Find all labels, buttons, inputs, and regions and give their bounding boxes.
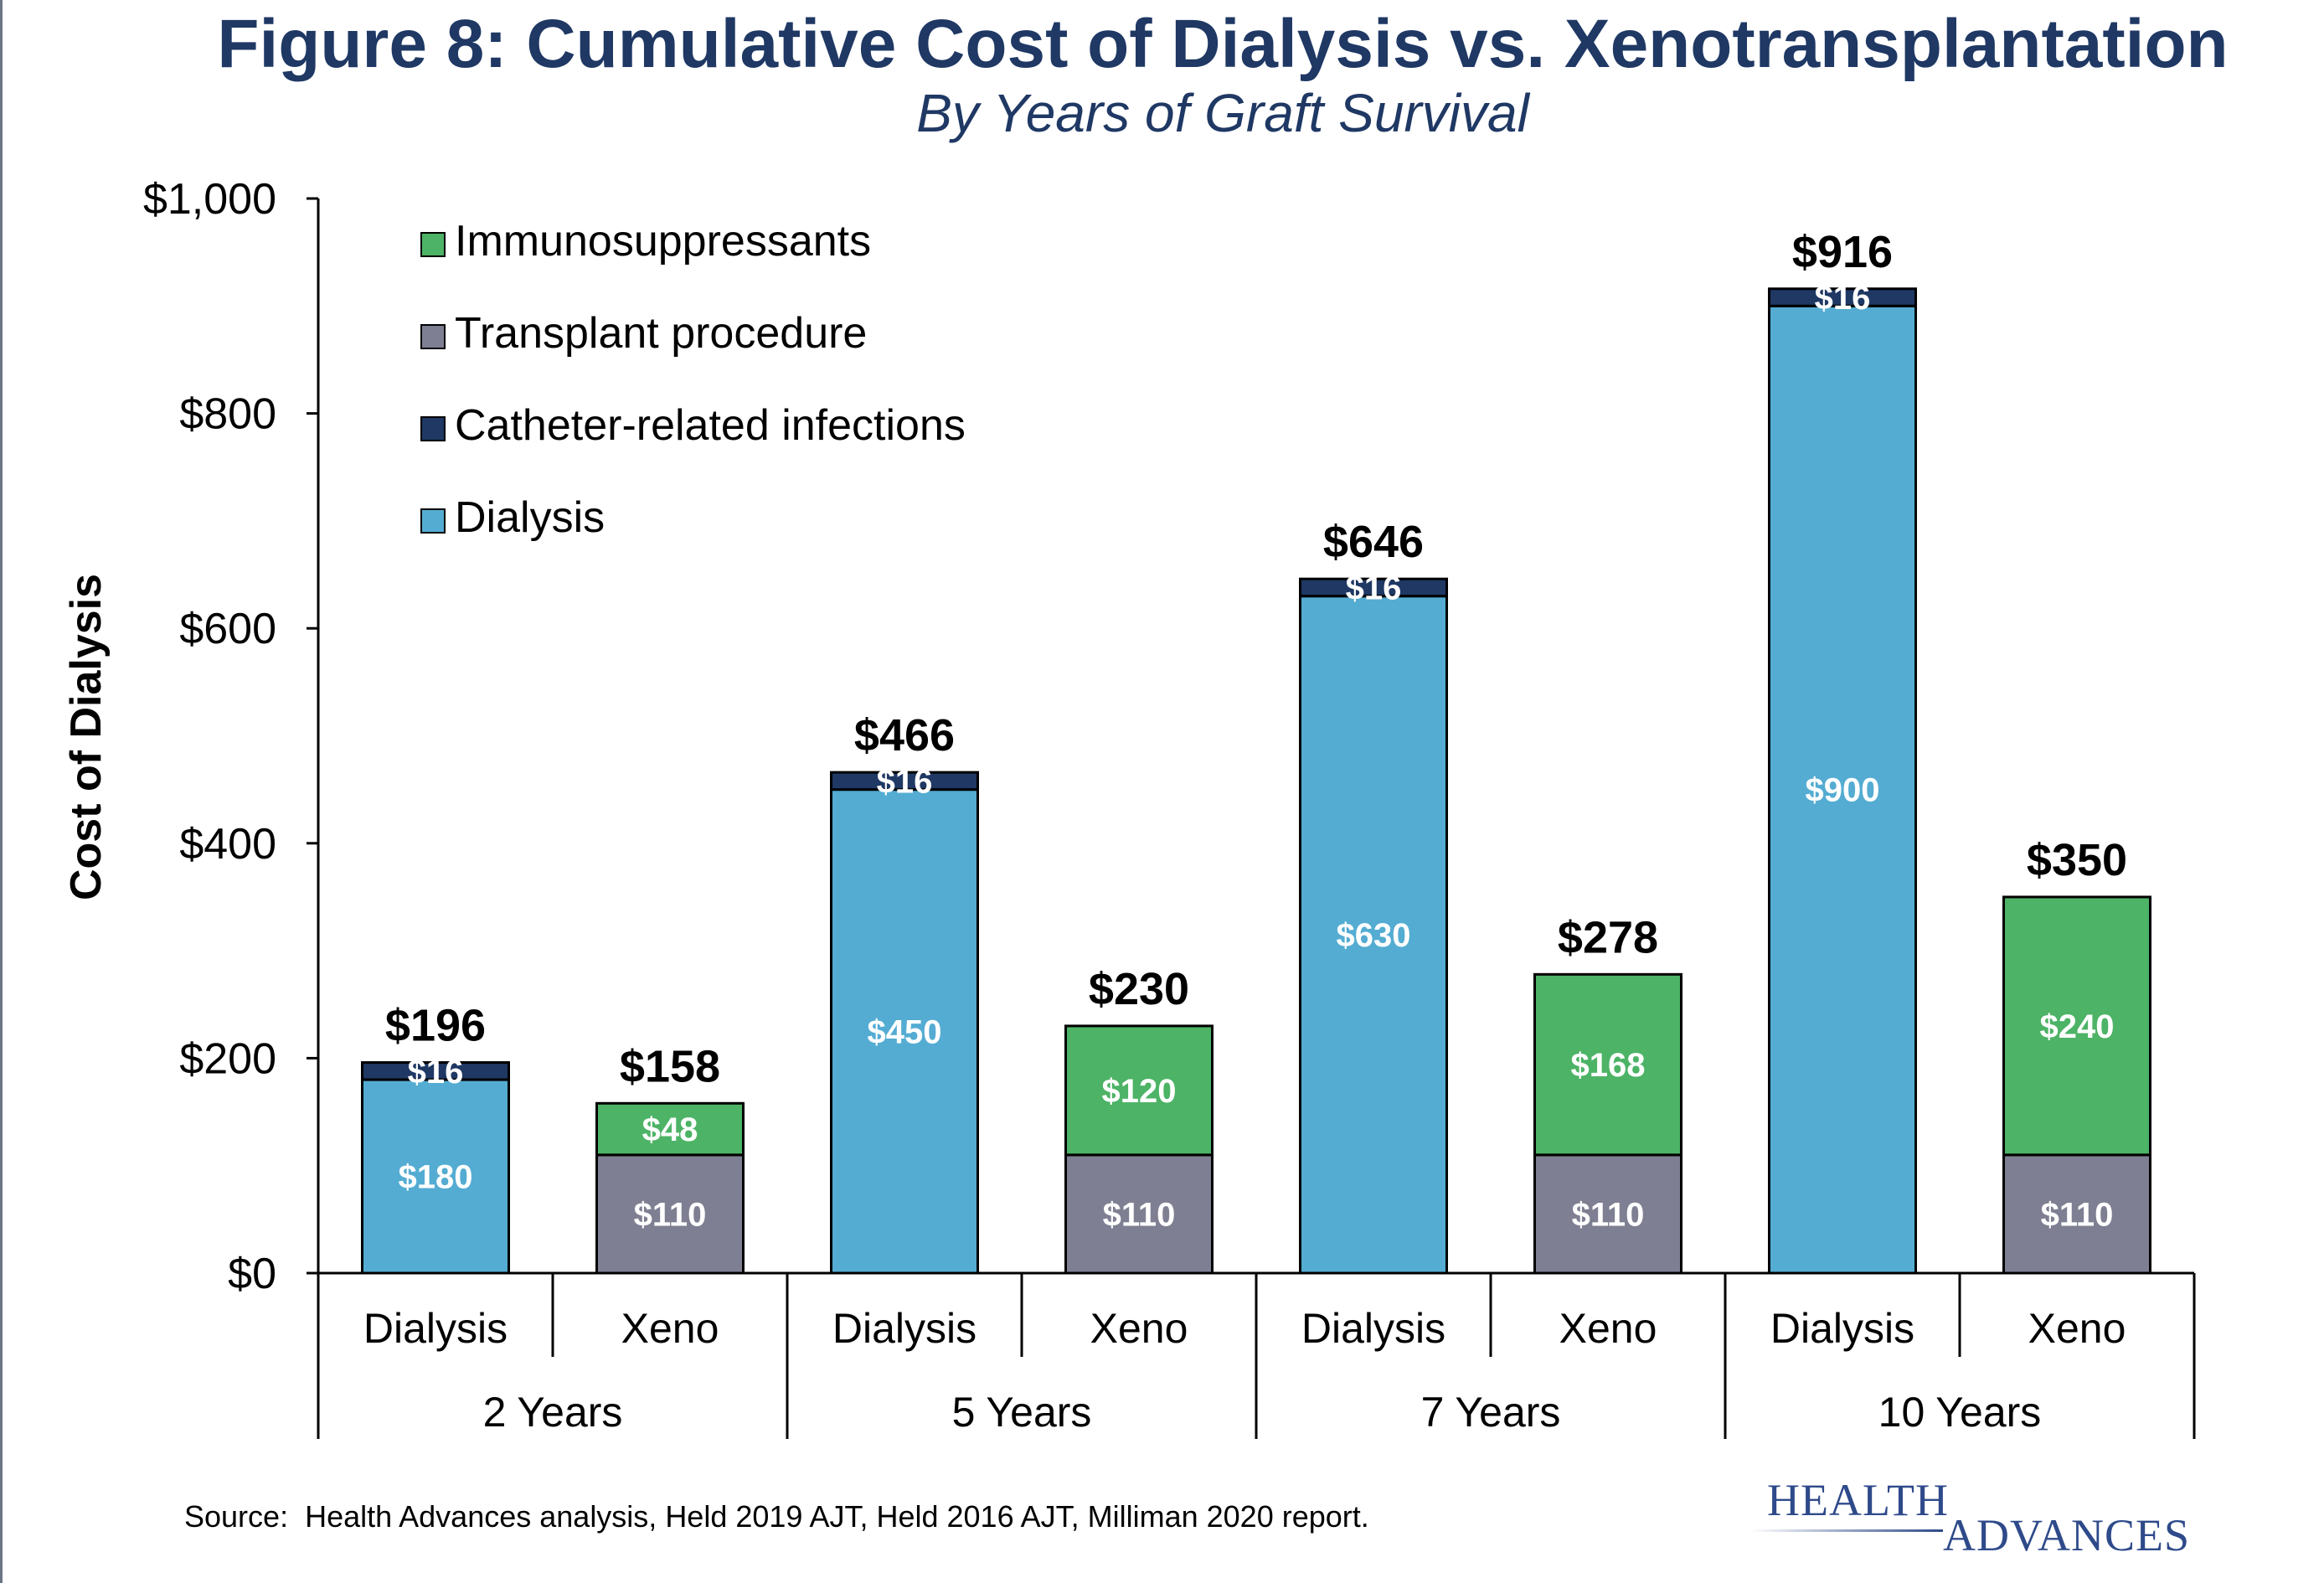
bar-segment-dialysis — [1299, 595, 1448, 1275]
total-label: $350 — [2027, 835, 2127, 885]
x-category-label: Xeno — [2028, 1305, 2126, 1352]
data-label-dialysis: $180 — [399, 1159, 473, 1196]
data-label-transplant: $110 — [1572, 1196, 1645, 1233]
y-tick-label: $1,000 — [143, 175, 276, 224]
total-label: $466 — [854, 710, 955, 761]
bar-segment-catheter — [361, 1061, 510, 1081]
y-tick-label: $0 — [228, 1250, 276, 1298]
data-label-transplant: $110 — [634, 1196, 707, 1233]
data-label-catheter: $16 — [408, 1054, 464, 1091]
x-category-label: Xeno — [621, 1305, 719, 1352]
data-label-transplant: $110 — [1103, 1196, 1176, 1233]
bar-segment-immuno — [2002, 895, 2151, 1157]
total-label: $916 — [1792, 227, 1893, 277]
total-label: $158 — [620, 1041, 720, 1091]
source-note: Source: Health Advances analysis, Held 2… — [184, 1499, 1369, 1534]
x-group-label: 5 Years — [952, 1389, 1092, 1436]
bar-segment-transplant — [2002, 1153, 2151, 1275]
logo-line-1: HEALTH — [1767, 1475, 1949, 1525]
total-label: $230 — [1089, 964, 1189, 1014]
bar-segment-catheter — [830, 771, 979, 792]
left-border — [0, 0, 3, 1583]
data-label-dialysis: $630 — [1337, 917, 1411, 954]
legend-swatch — [420, 508, 446, 534]
bar-segment-dialysis — [361, 1078, 510, 1275]
data-label-dialysis: $450 — [868, 1013, 942, 1050]
data-label-immuno: $48 — [642, 1111, 698, 1148]
bar-segment-immuno — [1064, 1024, 1214, 1157]
x-category-label: Dialysis — [1301, 1305, 1445, 1352]
data-label-immuno: $120 — [1102, 1073, 1177, 1110]
data-label-catheter: $16 — [877, 763, 933, 800]
chart-subtitle: By Years of Graft Survival — [916, 83, 1529, 143]
chart-title: Figure 8: Cumulative Cost of Dialysis vs… — [217, 6, 2229, 82]
bar-segment-immuno — [595, 1101, 745, 1157]
y-tick-label: $200 — [179, 1034, 276, 1083]
x-group-label: 7 Years — [1421, 1389, 1561, 1436]
data-label-catheter: $16 — [1346, 570, 1402, 606]
bar-segment-catheter — [1768, 287, 1917, 307]
total-label: $196 — [385, 1001, 486, 1051]
x-category-label: Dialysis — [832, 1305, 976, 1352]
logo-line-2: ADVANCES — [1943, 1510, 2191, 1560]
x-category-label: Dialysis — [363, 1305, 508, 1352]
data-label-immuno: $168 — [1571, 1047, 1646, 1084]
y-axis-title: Cost of Dialysis — [62, 574, 111, 900]
legend-swatch — [420, 232, 446, 257]
legend-label: Immunosuppressants — [455, 217, 871, 266]
x-category-label: Dialysis — [1770, 1305, 1914, 1352]
legend-label: Dialysis — [455, 493, 605, 542]
y-tick-label: $400 — [179, 820, 276, 869]
total-label: $646 — [1323, 517, 1424, 567]
legend-swatch — [420, 416, 446, 441]
bar-segment-dialysis — [830, 788, 979, 1275]
x-category-label: Xeno — [1559, 1305, 1657, 1352]
logo-rule — [1750, 1529, 1943, 1532]
x-group-label: 2 Years — [483, 1389, 623, 1436]
legend-label: Catheter-related infections — [455, 401, 966, 450]
bar-segment-dialysis — [1768, 304, 1917, 1275]
x-group-label: 10 Years — [1878, 1389, 2042, 1436]
y-tick-label: $600 — [179, 605, 276, 653]
bar-segment-transplant — [1533, 1153, 1682, 1275]
y-tick-label: $800 — [179, 390, 276, 439]
data-label-immuno: $240 — [2040, 1008, 2115, 1045]
total-label: $278 — [1558, 912, 1658, 962]
x-category-label: Xeno — [1090, 1305, 1188, 1352]
data-label-transplant: $110 — [2041, 1196, 2114, 1233]
health-advances-logo: HEALTH ADVANCES — [1750, 1474, 2219, 1566]
data-label-dialysis: $900 — [1806, 772, 1880, 809]
data-label-catheter: $16 — [1815, 280, 1871, 317]
bar-segment-transplant — [595, 1153, 745, 1275]
legend-swatch — [420, 324, 446, 349]
legend-label: Transplant procedure — [455, 309, 867, 358]
bar-segment-catheter — [1299, 577, 1448, 598]
bar-segment-immuno — [1533, 972, 1682, 1157]
